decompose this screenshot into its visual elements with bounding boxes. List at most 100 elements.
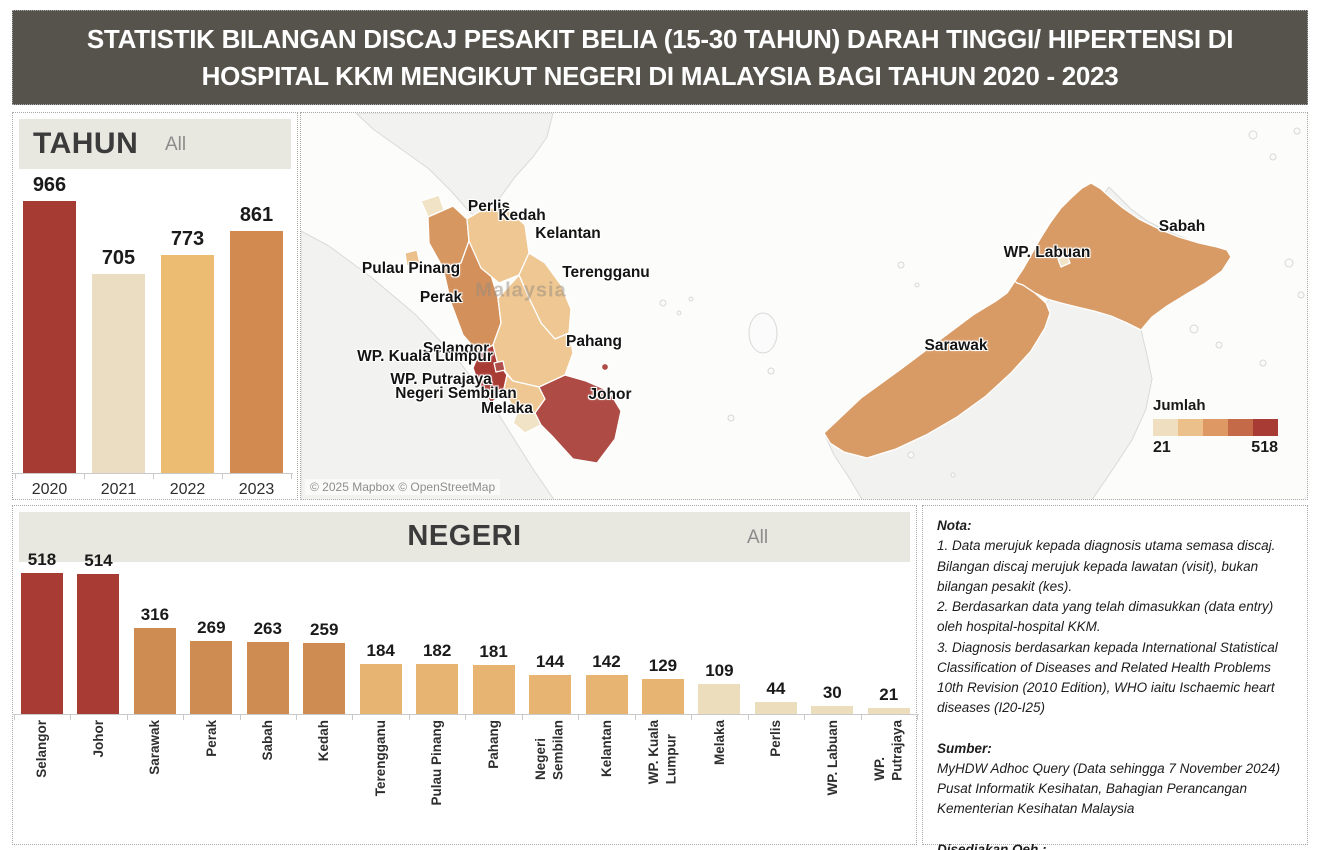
- x-axis-tick: [916, 714, 918, 720]
- map-state-label-sarawak: Sarawak: [924, 337, 988, 354]
- state-pulau-pinang[interactable]: [404, 249, 421, 267]
- state-melaka[interactable]: [512, 412, 542, 434]
- sumber-line-3: Kementerian Kesihatan Malaysia: [937, 801, 1135, 817]
- bar-value-label: 182: [422, 641, 452, 660]
- state-sabah[interactable]: [1014, 182, 1232, 331]
- negeri-header: NEGERI All: [19, 512, 910, 562]
- x-axis-tick: [691, 714, 693, 720]
- nota-line-2: 2. Berdasarkan data yang telah dimasukka…: [937, 599, 1274, 635]
- nota-section: Nota: 1. Data merujuk kepada diagnosis u…: [937, 516, 1293, 719]
- notes-panel: Nota: 1. Data merujuk kepada diagnosis u…: [922, 505, 1308, 850]
- map-state-label-wp-kuala-lumpur: WP. Kuala Lumpur: [357, 348, 493, 365]
- island-tioman[interactable]: [600, 362, 610, 372]
- bar-value-label: 109: [705, 661, 734, 680]
- x-axis-tick: [126, 714, 128, 720]
- tahun-title: TAHUN: [33, 127, 139, 160]
- bar-Perlis[interactable]: [754, 702, 797, 714]
- bar-value-label: 181: [479, 642, 508, 661]
- state-wp-kuala-lumpur[interactable]: [493, 360, 506, 373]
- bar-category-label: Perlis: [768, 720, 784, 757]
- legend-swatch: [1178, 419, 1203, 436]
- x-axis-tick: [860, 714, 862, 720]
- x-axis-tick: [296, 714, 298, 720]
- bar-WP. Kuala Lumpur[interactable]: [641, 679, 684, 714]
- bar-WP. Putrajaya[interactable]: [867, 708, 910, 714]
- map-state-label-selangor: Selangor: [422, 340, 490, 357]
- x-axis-tick: [153, 473, 154, 479]
- legend-swatch: [1253, 419, 1278, 436]
- map-state-label-perlis: Perlis: [467, 198, 511, 215]
- map-state-label-pulau-pinang: Pulau Pinang: [361, 260, 461, 277]
- bar-category-label: 2020: [31, 481, 68, 498]
- bar-Perak[interactable]: [190, 641, 233, 714]
- map-state-label-pahang: Pahang: [566, 333, 622, 350]
- bar-category-label: Negeri Sembilan: [533, 720, 567, 781]
- bar-value-label: 184: [366, 641, 395, 660]
- state-wp-labuan[interactable]: [1057, 254, 1071, 268]
- bar-category-label: Sabah: [260, 720, 275, 761]
- map-state-label-melaka: Melaka: [481, 400, 533, 417]
- bar-2020[interactable]: [23, 201, 76, 473]
- bar-value-label: 705: [101, 247, 136, 269]
- bar-category-label: Terengganu: [372, 720, 388, 797]
- bar-Selangor[interactable]: [21, 573, 63, 714]
- bar-Terengganu[interactable]: [359, 664, 402, 714]
- bar-Sabah[interactable]: [246, 642, 289, 714]
- bar-Johor[interactable]: [77, 574, 120, 714]
- map-state-label-johor: Johor: [588, 386, 632, 403]
- x-axis-tick: [222, 473, 223, 479]
- map-attribution[interactable]: © 2025 Mapbox © OpenStreetMap: [305, 479, 501, 495]
- bar-value-label: 966: [32, 174, 67, 196]
- x-axis-tick: [465, 714, 467, 720]
- nota-heading: Nota:: [937, 518, 972, 533]
- bar-Negeri Sembilan[interactable]: [529, 675, 572, 714]
- legend-swatch: [1153, 419, 1178, 436]
- bar-category-label: 2022: [169, 481, 206, 498]
- tahun-filter-all[interactable]: All: [165, 134, 187, 155]
- map-panel: Malaysia Perlis Kedah Kelantan Pulau Pinang…: [300, 112, 1308, 500]
- x-axis-tick: [521, 714, 523, 720]
- state-johor[interactable]: [534, 374, 622, 464]
- negeri-title: NEGERI: [407, 520, 522, 552]
- x-axis-tick: [578, 714, 580, 720]
- bar-value-label: 773: [170, 228, 205, 250]
- x-axis-tick: [13, 714, 15, 720]
- x-axis-tick: [291, 473, 292, 479]
- bar-2023[interactable]: [230, 231, 283, 473]
- bar-Kedah[interactable]: [303, 643, 346, 714]
- bar-category-label: Johor: [90, 720, 106, 758]
- legend-swatch: [1228, 419, 1253, 436]
- negeri-filter-all[interactable]: All: [747, 527, 769, 548]
- map-state-label-terengganu: Terengganu: [562, 264, 650, 281]
- disediakan-heading: Disediakan Oeh :: [937, 841, 1047, 850]
- bar-category-label: Kedah: [316, 720, 332, 762]
- bar-value-label: 518: [27, 550, 57, 569]
- small-islands: [659, 127, 1305, 478]
- nota-line-3: 3. Diagnosis berdasarkan kepada Internat…: [937, 639, 1278, 716]
- dashboard-title-banner: STATISTIK BILANGAN DISCAJ PESAKIT BELIA …: [12, 10, 1308, 105]
- bar-2022[interactable]: [161, 255, 214, 473]
- bar-Sarawak[interactable]: [133, 628, 176, 714]
- map-color-legend: Jumlah 21 518: [1153, 397, 1283, 457]
- negeri-bar-chart: 518 Selangor 514 Johor 316 Sarawak 269 Perak 263…: [11, 506, 919, 844]
- map-state-label-kedah: Kedah: [498, 207, 546, 224]
- bar-value-label: 861: [239, 204, 274, 226]
- x-axis-tick: [183, 714, 185, 720]
- bar-Kelantan[interactable]: [585, 675, 628, 714]
- x-axis-tick: [352, 714, 354, 720]
- bar-category-label: Perak: [203, 720, 219, 757]
- bar-2021[interactable]: [92, 274, 145, 473]
- legend-swatch: [1203, 419, 1228, 436]
- malaysia-choropleth-map[interactable]: [301, 113, 1308, 500]
- state-sarawak[interactable]: [823, 280, 1051, 459]
- x-axis-tick: [634, 714, 636, 720]
- basemap-country-watermark: Malaysia: [475, 279, 567, 302]
- bar-category-label: WP. Kuala Lumpur: [646, 720, 679, 785]
- bar-WP. Labuan[interactable]: [811, 706, 854, 714]
- map-state-label-wp-labuan: WP. Labuan: [1003, 244, 1091, 261]
- bar-Pulau Pinang[interactable]: [416, 664, 459, 714]
- bar-category-label: Sarawak: [147, 720, 163, 775]
- bar-Melaka[interactable]: [698, 684, 741, 714]
- bar-value-label: 514: [84, 551, 113, 570]
- bar-Pahang[interactable]: [472, 665, 515, 714]
